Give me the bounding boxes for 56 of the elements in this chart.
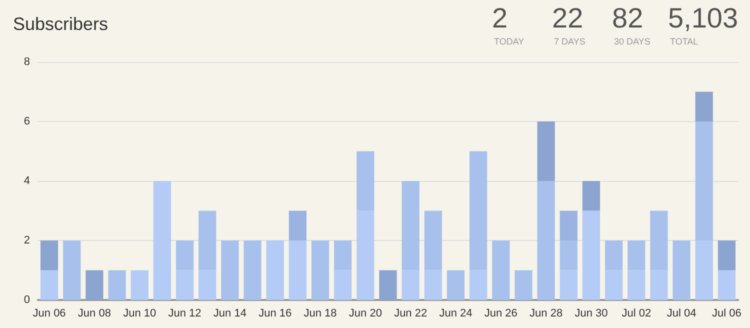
- x-tick-label: Jun 16: [258, 308, 292, 320]
- text: 30 DAYS: [614, 36, 650, 46]
- text: 5,103: [668, 2, 738, 34]
- bar: [492, 240, 510, 300]
- x-tick-label: Jun 18: [304, 308, 337, 320]
- x-tick-label: Jun 10: [123, 308, 156, 320]
- bar: [718, 270, 736, 300]
- x-tick-label: Jun 12: [168, 308, 202, 320]
- x-tick-label: Jun 26: [484, 308, 518, 320]
- bar: [108, 270, 126, 300]
- y-tick-label: 6: [24, 116, 30, 128]
- bar: [40, 270, 58, 300]
- bar: [379, 270, 397, 300]
- bar: [446, 270, 465, 300]
- bar: [582, 210, 600, 300]
- x-tick-label: Jun 08: [78, 308, 111, 320]
- x-tick-label: Jun 24: [439, 308, 472, 320]
- x-tick-label: Jun 30: [574, 308, 608, 320]
- text: TOTAL: [670, 36, 698, 46]
- text: 2: [492, 2, 508, 34]
- bar: [537, 122, 555, 181]
- bar: [718, 240, 736, 270]
- x-tick-label: Jun 28: [530, 308, 563, 320]
- bar: [537, 181, 555, 300]
- x-tick-label: Jul 04: [666, 308, 696, 320]
- bar: [86, 270, 104, 300]
- x-tick-label: Jun 22: [394, 308, 428, 320]
- x-tick-label: Jul 06: [712, 308, 742, 320]
- bar: [514, 270, 532, 300]
- bar: [130, 270, 148, 300]
- text: 82: [612, 2, 644, 34]
- y-tick-label: 8: [24, 56, 30, 68]
- x-tick-label: Jun 20: [348, 308, 382, 320]
- bar: [582, 181, 600, 211]
- bar: [244, 240, 262, 300]
- bar: [672, 240, 690, 300]
- bar: [311, 240, 330, 300]
- bar: [63, 240, 81, 300]
- bar: [40, 240, 58, 270]
- text: TODAY: [494, 36, 524, 46]
- y-tick-label: 2: [24, 234, 30, 246]
- bar: [266, 240, 284, 300]
- x-tick-label: Jun 06: [32, 308, 66, 320]
- bar: [153, 181, 171, 300]
- bar: [560, 210, 578, 240]
- bar: [695, 92, 713, 122]
- bar: [288, 240, 306, 300]
- x-tick-label: Jul 02: [622, 308, 652, 320]
- chart-title: Subscribers: [13, 14, 108, 34]
- y-tick-label: 0: [24, 294, 30, 306]
- text: 7 DAYS: [554, 36, 586, 46]
- y-tick-label: 4: [24, 175, 30, 187]
- bar: [221, 240, 239, 300]
- bar: [288, 210, 306, 240]
- x-tick-label: Jun 14: [213, 308, 246, 320]
- text: 22: [552, 2, 584, 34]
